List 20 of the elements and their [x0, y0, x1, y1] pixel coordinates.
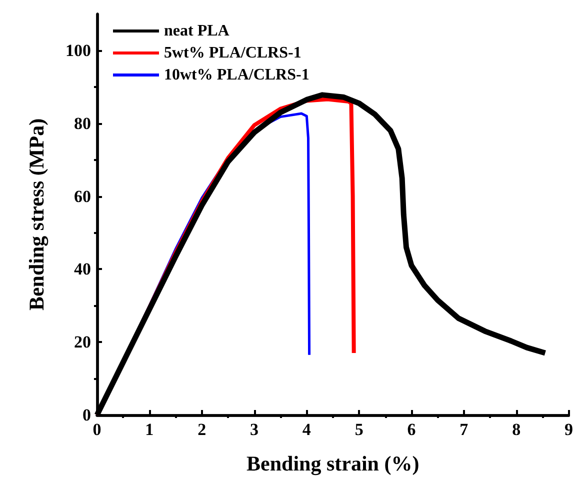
x-tick-label: 6 [407, 420, 416, 439]
y-tick-label: 40 [74, 260, 91, 279]
x-tick-label: 7 [460, 420, 469, 439]
x-tick-label: 2 [198, 420, 206, 439]
legend-label: 10wt% PLA/CLRS-1 [164, 66, 310, 84]
y-tick-label: 80 [74, 114, 91, 133]
x-axis-title: Bending strain (%) [246, 452, 420, 476]
y-tick-label: 20 [74, 332, 91, 352]
x-tick-label: 5 [354, 420, 364, 439]
x-tick-label: 9 [564, 420, 573, 439]
x-tick-label: 4 [302, 420, 312, 439]
legend-label: 5wt% PLA/CLRS-1 [164, 44, 302, 62]
legend-label: neat PLA [164, 22, 230, 40]
y-tick-label: 100 [66, 40, 91, 60]
x-tick-label: 3 [250, 420, 258, 439]
y-axis-title: Bending stress (MPa) [24, 118, 48, 311]
y-tick-label: 0 [82, 406, 91, 424]
x-tick-label: 1 [145, 420, 154, 439]
x-tick-label: 8 [512, 420, 521, 439]
y-tick-label: 60 [74, 186, 91, 206]
